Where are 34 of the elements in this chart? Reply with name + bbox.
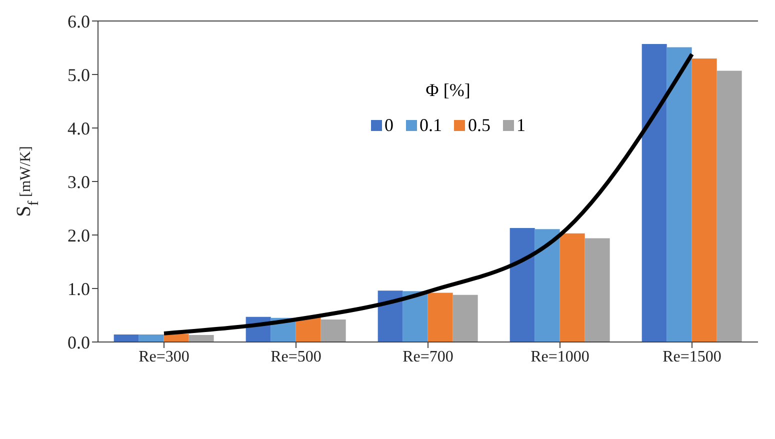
bar (452, 294, 478, 342)
bar (534, 229, 560, 342)
legend-label: 0.5 (467, 115, 490, 136)
legend-label: 0.1 (418, 115, 442, 136)
bar (716, 70, 742, 342)
bar (188, 335, 214, 342)
y-tick-label: 3.0 (68, 172, 90, 192)
line-series (162, 52, 694, 336)
y-tick-label: 0.0 (68, 332, 90, 352)
x-tick-label: Re=1000 (530, 348, 590, 366)
legend-title: Φ [%] (424, 80, 472, 101)
bar (402, 291, 428, 342)
bar (428, 292, 453, 342)
bar (138, 334, 164, 342)
y-tick-label: 6.0 (68, 11, 90, 32)
bar (560, 233, 585, 342)
legend-label: 0 (384, 115, 394, 136)
x-tick-label: Re=300 (138, 348, 190, 366)
y-tick-label: 2.0 (68, 225, 90, 246)
bar (320, 320, 346, 342)
bar (584, 238, 610, 342)
x-tick-label: Re=700 (402, 348, 454, 366)
bar (378, 290, 403, 342)
bar (692, 58, 717, 342)
bar (666, 47, 692, 342)
x-tick-label: Re=500 (270, 348, 322, 366)
bar (114, 334, 139, 342)
y-tick-label: 5.0 (68, 64, 90, 85)
bar (510, 228, 535, 342)
legend-label: 1 (516, 115, 526, 136)
y-tick-label: 1.0 (68, 278, 90, 299)
x-tick-label: Re=1500 (662, 348, 722, 366)
bar (642, 44, 667, 342)
y-tick-label: 4.0 (68, 118, 90, 138)
